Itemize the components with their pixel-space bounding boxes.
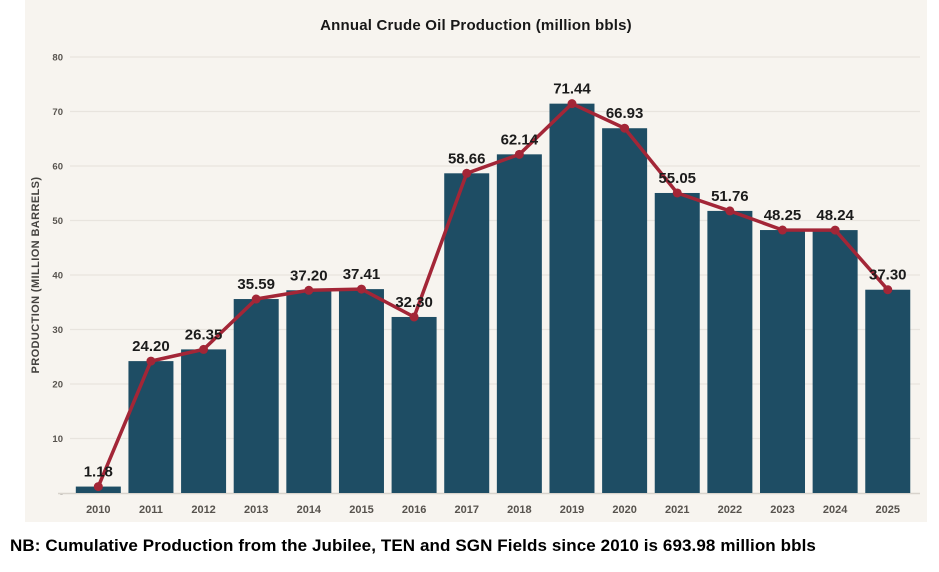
y-tick-label: 20 (52, 380, 63, 391)
line-marker-2024 (830, 225, 840, 235)
bar-2014 (286, 290, 332, 493)
x-tick-label-2010: 2010 (86, 504, 110, 516)
bar-2012 (181, 349, 227, 493)
y-tick-label: 70 (52, 107, 63, 118)
bar-2018 (496, 154, 542, 493)
bar-2020 (602, 128, 648, 493)
chart-panel: Annual Crude Oil Production (million bbl… (25, 0, 927, 522)
x-tick-label-2024: 2024 (823, 504, 848, 516)
x-tick-label-2013: 2013 (244, 504, 268, 516)
x-tick-label-2023: 2023 (770, 504, 794, 516)
cumulative-note: NB: Cumulative Production from the Jubil… (10, 536, 816, 555)
line-marker-2016 (409, 312, 419, 322)
line-marker-2021 (672, 188, 682, 198)
data-label-2022: 51.76 (711, 188, 749, 205)
data-label-2021: 55.05 (658, 170, 696, 187)
line-marker-2013 (251, 294, 261, 304)
line-marker-2023 (778, 225, 788, 235)
bar-2021 (654, 192, 700, 494)
bar-2016 (391, 316, 437, 493)
data-label-2014: 37.20 (290, 267, 328, 284)
y-axis-title: PRODUCTION (MILLION BARRELS) (30, 177, 42, 374)
x-tick-label-2017: 2017 (454, 504, 478, 516)
line-marker-2019 (567, 99, 577, 109)
x-tick-label-2021: 2021 (665, 504, 689, 516)
line-marker-2012 (199, 344, 209, 354)
line-marker-2020 (620, 123, 630, 133)
data-label-2025: 37.30 (869, 267, 907, 284)
line-marker-2014 (304, 285, 314, 295)
line-marker-2015 (356, 284, 366, 294)
data-label-2010: 1.18 (84, 464, 113, 481)
bar-2024 (812, 230, 858, 494)
line-marker-2025 (883, 285, 893, 295)
line-marker-2010 (93, 482, 103, 492)
y-tick-label: 30 (52, 325, 63, 336)
bar-2022 (707, 210, 753, 493)
bar-2011 (128, 361, 174, 493)
y-tick-label: 60 (52, 162, 63, 173)
y-tick-label: 50 (52, 216, 63, 227)
data-label-2024: 48.24 (816, 207, 854, 224)
line-marker-2018 (514, 149, 524, 159)
production-line (96, 101, 890, 489)
data-label-2011: 24.20 (132, 338, 170, 355)
x-tick-label-2011: 2011 (139, 504, 163, 516)
chart-title: Annual Crude Oil Production (million bbl… (320, 17, 632, 34)
x-tick-label-2015: 2015 (349, 504, 373, 516)
data-label-2020: 66.93 (606, 105, 644, 122)
x-tick-label-2020: 2020 (612, 504, 636, 516)
bar-2023 (760, 230, 806, 493)
line-marker-2022 (725, 206, 735, 216)
bar-2019 (549, 103, 595, 493)
line-marker-2011 (146, 356, 156, 366)
x-tick-label-2012: 2012 (191, 504, 215, 516)
x-tick-label-2014: 2014 (297, 504, 322, 516)
bar-2013 (233, 299, 279, 493)
data-label-2013: 35.59 (237, 276, 275, 293)
data-label-2017: 58.66 (448, 150, 486, 167)
x-tick-label-2025: 2025 (876, 504, 900, 516)
x-tick-label-2019: 2019 (560, 504, 584, 516)
data-label-2016: 32.30 (395, 294, 433, 311)
data-label-2015: 37.41 (343, 266, 381, 283)
data-label-2023: 48.25 (764, 207, 802, 224)
y-tick-label: 80 (52, 53, 63, 64)
bar-2017 (444, 173, 490, 494)
bar-2025 (865, 289, 911, 493)
data-label-2012: 26.35 (185, 326, 223, 343)
bar-2015 (338, 289, 384, 493)
y-tick-label: 40 (52, 271, 63, 282)
line-marker-2017 (462, 168, 472, 178)
data-label-2019: 71.44 (553, 81, 591, 98)
data-label-2018: 62.14 (501, 131, 539, 148)
x-tick-label-2022: 2022 (718, 504, 742, 516)
x-tick-label-2016: 2016 (402, 504, 426, 516)
y-tick-label: 10 (52, 434, 63, 445)
x-tick-label-2018: 2018 (507, 504, 531, 516)
